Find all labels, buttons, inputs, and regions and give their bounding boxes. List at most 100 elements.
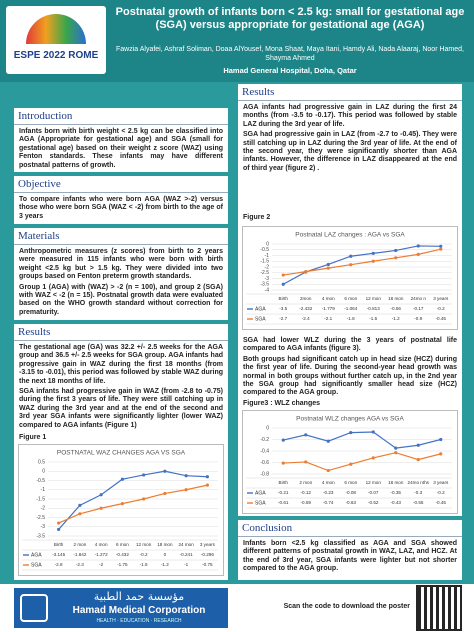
text: Infants born with birth weight < 2.5 kg … bbox=[19, 128, 223, 169]
point bbox=[184, 488, 188, 492]
category-label: Birth bbox=[54, 542, 64, 547]
materials: Materials Anthropometric measures (z sco… bbox=[14, 228, 228, 320]
value-label: -0.55 bbox=[413, 500, 424, 505]
value-label: -2 bbox=[99, 562, 104, 567]
value-label: -2.1 bbox=[324, 316, 332, 321]
footer: مؤسسة حمد الطبية Hamad Medical Corporati… bbox=[0, 584, 474, 632]
category-label: 18 mon bbox=[388, 480, 404, 485]
value-label: -1 bbox=[184, 562, 189, 567]
series-line bbox=[283, 452, 441, 472]
value-label: -1.779 bbox=[322, 306, 335, 311]
point bbox=[349, 263, 353, 267]
value-label: -1.8 bbox=[347, 316, 355, 321]
value-label: -0.2 bbox=[140, 552, 148, 557]
point bbox=[78, 512, 82, 516]
point bbox=[349, 431, 353, 435]
category-label: 2mon bbox=[300, 296, 312, 301]
value-label: -0.432 bbox=[116, 552, 129, 557]
series-line bbox=[58, 470, 208, 530]
value-label: -0.08 bbox=[346, 490, 357, 495]
category-label: 3 years bbox=[433, 296, 449, 301]
point bbox=[281, 273, 285, 277]
y-tick-label: -1.5 bbox=[260, 259, 269, 265]
chart-title: POSTNATAL WAZ CHANGES AGA VS SGA bbox=[57, 450, 186, 457]
point bbox=[439, 244, 443, 248]
point bbox=[142, 497, 146, 501]
value-label: -0.35 bbox=[391, 490, 402, 495]
affiliation: Hamad General Hospital, Doha, Qatar bbox=[223, 66, 357, 75]
y-tick-label: -3 bbox=[265, 276, 270, 282]
qr-code[interactable] bbox=[416, 585, 462, 631]
value-label: -2.4 bbox=[302, 316, 310, 321]
point bbox=[281, 461, 285, 465]
value-label: -0.59 bbox=[301, 500, 312, 505]
chart: POSTNATAL WAZ CHANGES AGA VS SGA 0.5 0 -0.5… bbox=[18, 444, 224, 576]
text: The gestational age (GA) was 32.2 +/- 2.… bbox=[14, 341, 228, 430]
value-label: -1.2 bbox=[392, 316, 400, 321]
series-line bbox=[283, 431, 441, 449]
category-label: 24mo nths bbox=[408, 480, 430, 485]
point bbox=[439, 437, 443, 442]
results-left: Results The gestational age (GA) was 32.… bbox=[14, 324, 228, 580]
heading: Materials bbox=[14, 228, 228, 245]
value-label: -0.21 bbox=[278, 490, 289, 495]
point bbox=[304, 270, 308, 274]
point bbox=[416, 244, 420, 248]
y-tick-label: -0.5 bbox=[36, 478, 45, 484]
text: To compare infants who were born AGA (WA… bbox=[19, 196, 223, 220]
figure-label: Figure 2 bbox=[243, 214, 271, 221]
heading: Results bbox=[14, 324, 228, 341]
text: Infants born <2.5 kg classified as AGA a… bbox=[243, 540, 457, 573]
point bbox=[416, 458, 420, 462]
point bbox=[120, 477, 124, 481]
category-label: 12 mon bbox=[136, 542, 152, 547]
value-label: -0.3 bbox=[414, 490, 422, 495]
value-label: -0.75 bbox=[202, 562, 213, 567]
category-label: 18 mon bbox=[388, 296, 404, 301]
point bbox=[394, 451, 398, 455]
value-label: -0.61 bbox=[278, 500, 289, 505]
point bbox=[371, 456, 375, 460]
legend-label: SGA bbox=[255, 316, 266, 322]
point bbox=[394, 256, 398, 260]
figure-label: Figure3 : WLZ changes bbox=[243, 400, 321, 407]
point bbox=[394, 446, 398, 450]
series-line bbox=[283, 248, 441, 276]
point bbox=[163, 469, 167, 473]
legend-label: SGA bbox=[31, 562, 42, 568]
point bbox=[281, 282, 285, 286]
value-label: -1.842 bbox=[73, 552, 86, 557]
point bbox=[142, 473, 146, 477]
y-tick-label: -2 bbox=[41, 506, 46, 512]
value-label: -0.17 bbox=[413, 306, 424, 311]
point bbox=[349, 462, 353, 466]
point bbox=[281, 438, 285, 442]
heading: Conclusion bbox=[238, 520, 462, 537]
category-label: 2 mon bbox=[73, 542, 86, 547]
paragraph: SGA infants had progressive gain in WAZ … bbox=[19, 388, 223, 429]
y-tick-label: -3.5 bbox=[260, 282, 269, 288]
point bbox=[205, 483, 209, 487]
text: SGA had lower WLZ during the 3 years of … bbox=[238, 334, 462, 400]
category-label: Birth bbox=[279, 480, 289, 485]
value-label: -1.2 bbox=[161, 562, 169, 567]
y-tick-label: -0.4 bbox=[260, 448, 269, 454]
value-label: -0.2 bbox=[437, 490, 445, 495]
chart: Postnatal WLZ changes AGA vs SGA 0 -0.2 -0.… bbox=[242, 410, 458, 514]
category-label: 4 mon bbox=[322, 296, 335, 301]
category-label: 24mo n bbox=[411, 296, 427, 301]
y-tick-label: -0.6 bbox=[260, 460, 269, 466]
point bbox=[371, 259, 375, 263]
point bbox=[326, 468, 330, 473]
point bbox=[57, 527, 61, 532]
y-tick-label: 0 bbox=[266, 425, 269, 431]
point bbox=[416, 252, 420, 256]
figure-label: Figure 1 bbox=[19, 434, 47, 442]
paragraph: Both groups had significant catch up in … bbox=[243, 355, 457, 397]
y-tick-label: 0 bbox=[42, 469, 45, 475]
value-label: -0.296 bbox=[201, 552, 214, 557]
results-right: Results AGA infants had progressive gain… bbox=[238, 84, 462, 516]
value-label: -1.5 bbox=[140, 562, 148, 567]
value-label: -2.8 bbox=[55, 562, 63, 567]
category-label: 12 mon bbox=[366, 480, 382, 485]
